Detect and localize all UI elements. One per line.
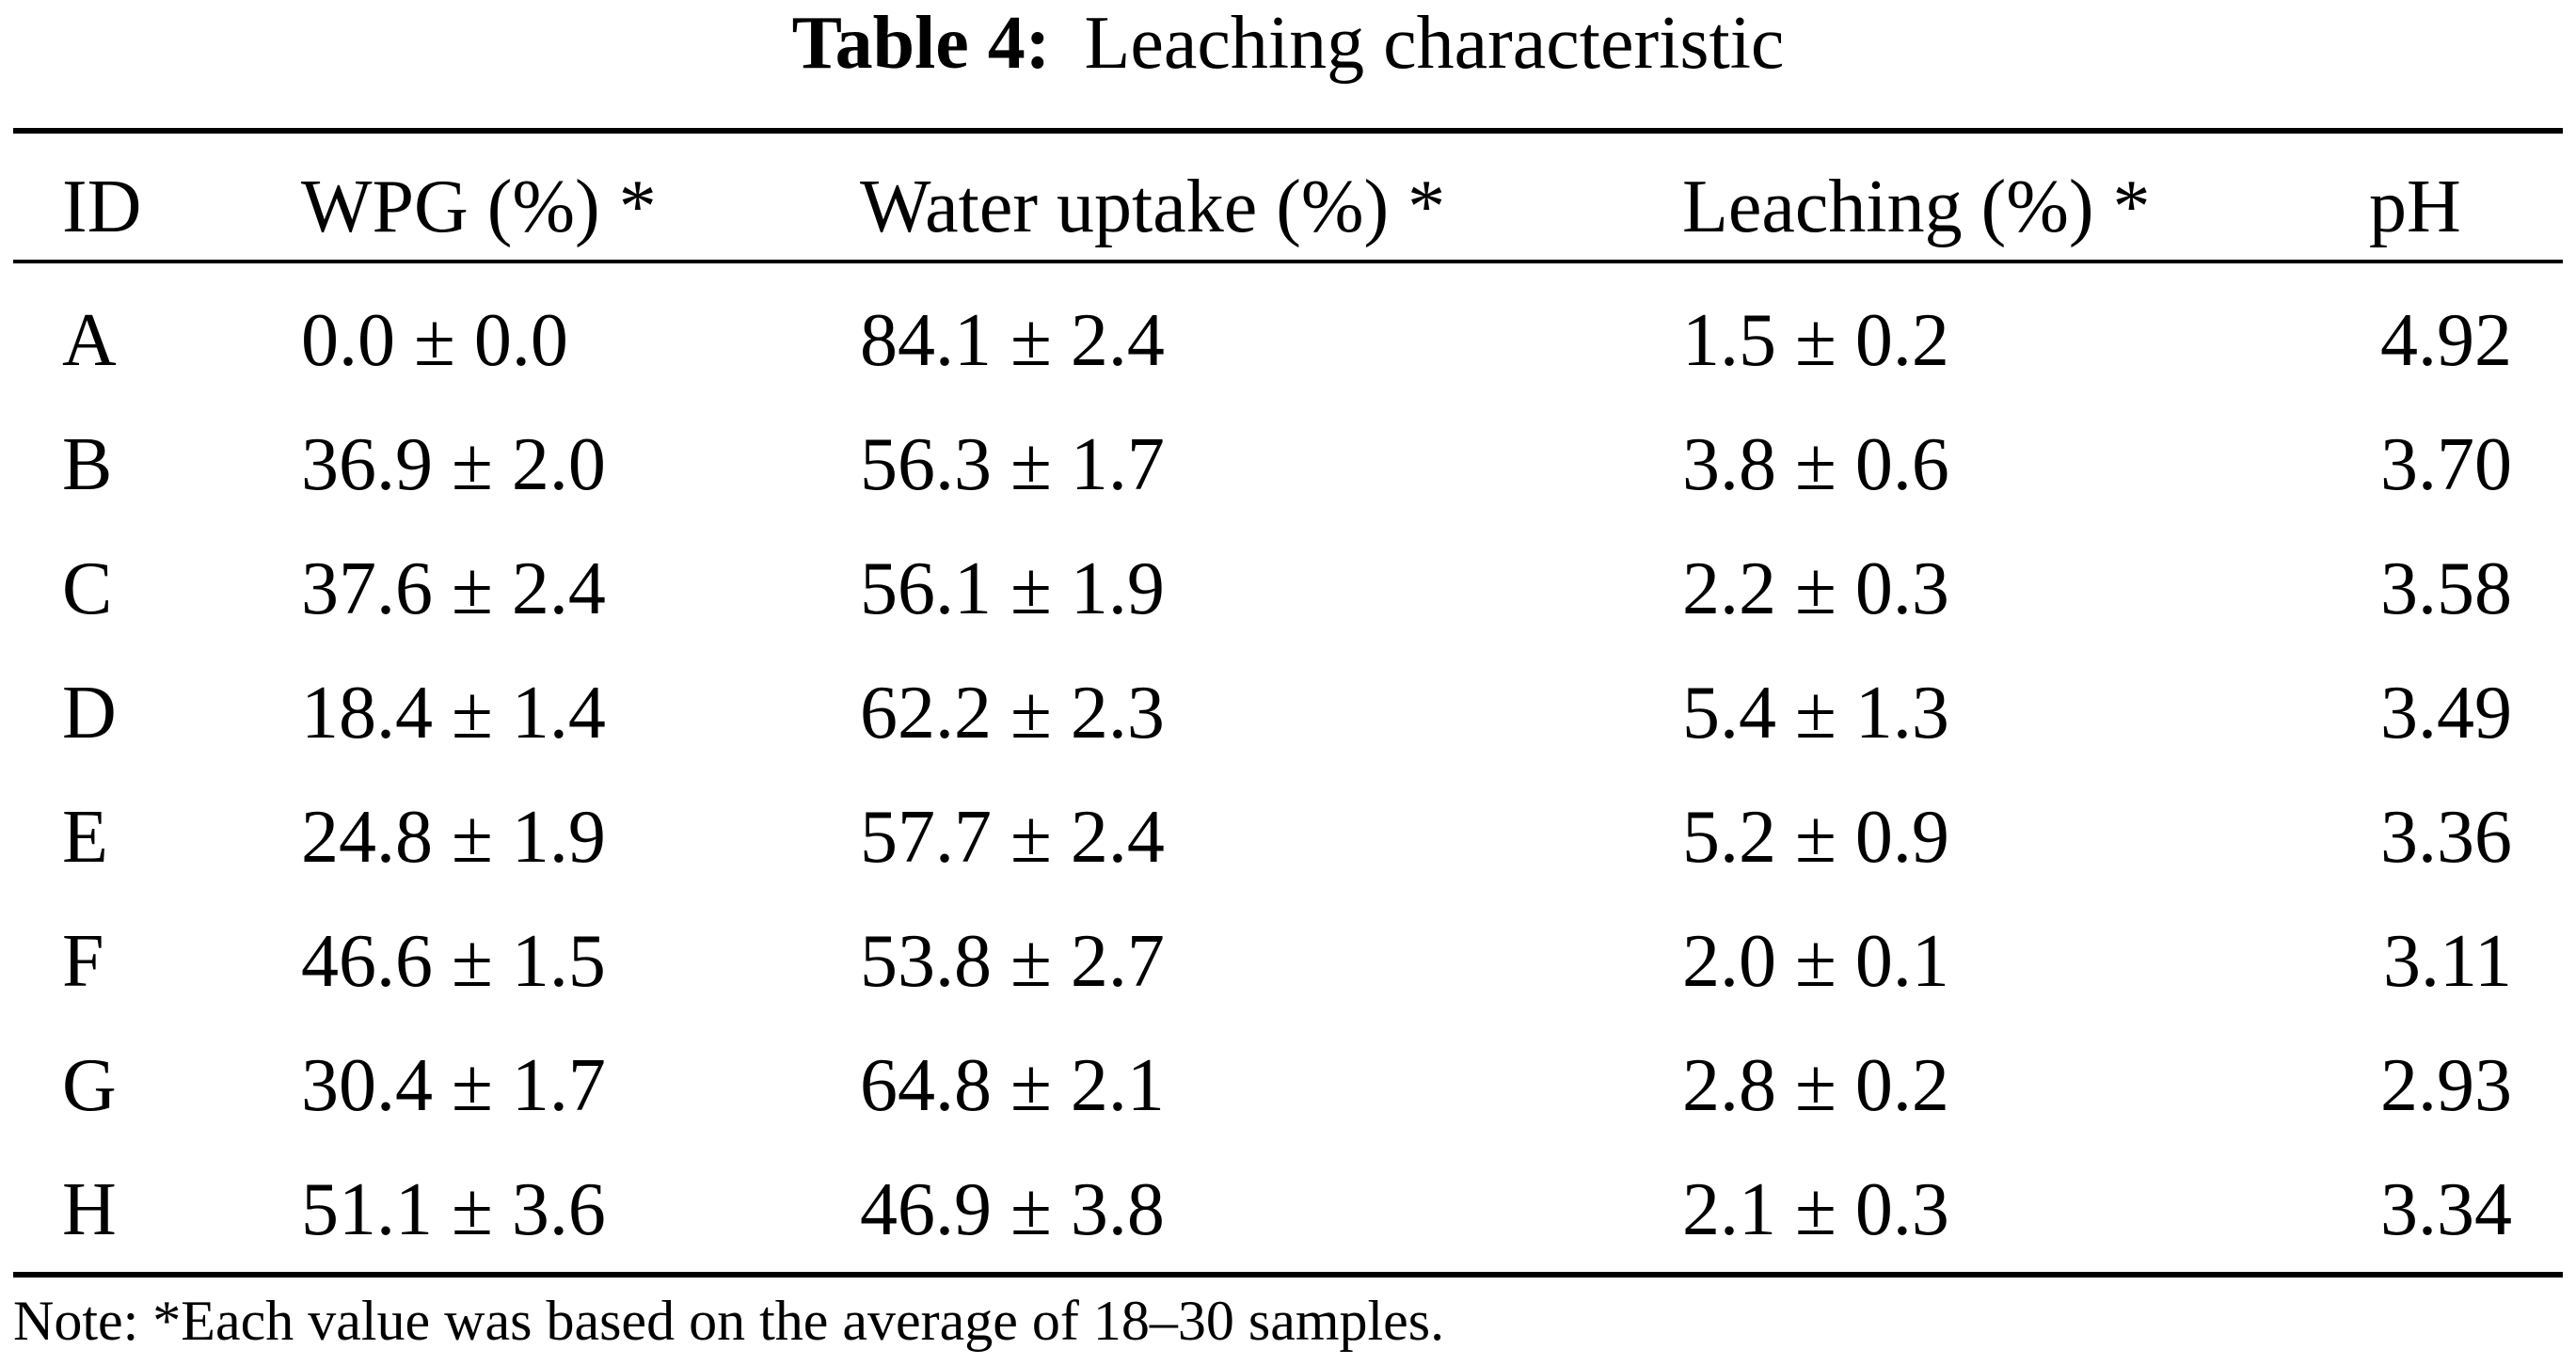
cell-leaching: 2.8 ± 0.2: [1682, 1044, 1949, 1127]
column-header-ph: pH: [2369, 166, 2461, 248]
cell-wpg: 51.1 ± 3.6: [301, 1168, 606, 1251]
cell-ph: 3.58: [2380, 548, 2512, 630]
table-header-row: ID WPG (%) * Water uptake (%) * Leaching…: [0, 145, 2576, 269]
cell-id: G: [62, 1044, 117, 1127]
cell-leaching: 5.2 ± 0.9: [1682, 796, 1949, 879]
column-header-leaching: Leaching (%) *: [1682, 166, 2151, 248]
table-row: A 0.0 ± 0.0 84.1 ± 2.4 1.5 ± 0.2 4.92: [0, 278, 2576, 403]
cell-wpg: 18.4 ± 1.4: [301, 672, 606, 754]
cell-wpg: 24.8 ± 1.9: [301, 796, 606, 879]
top-rule: [13, 128, 2563, 134]
cell-water-uptake: 62.2 ± 2.3: [860, 672, 1165, 754]
column-header-wpg: WPG (%) *: [301, 166, 657, 248]
column-header-water-uptake: Water uptake (%) *: [860, 166, 1446, 248]
cell-id: D: [62, 672, 117, 754]
table-row: D 18.4 ± 1.4 62.2 ± 2.3 5.4 ± 1.3 3.49: [0, 651, 2576, 775]
cell-water-uptake: 64.8 ± 2.1: [860, 1044, 1165, 1127]
cell-water-uptake: 84.1 ± 2.4: [860, 299, 1165, 382]
cell-wpg: 36.9 ± 2.0: [301, 423, 606, 506]
table-row: B 36.9 ± 2.0 56.3 ± 1.7 3.8 ± 0.6 3.70: [0, 403, 2576, 527]
cell-ph: 4.92: [2380, 299, 2512, 382]
cell-wpg: 37.6 ± 2.4: [301, 548, 606, 630]
cell-leaching: 1.5 ± 0.2: [1682, 299, 1949, 382]
cell-ph: 3.70: [2380, 423, 2512, 506]
cell-leaching: 2.1 ± 0.3: [1682, 1168, 1949, 1251]
cell-id: C: [62, 548, 113, 630]
header-rule: [13, 260, 2563, 263]
cell-water-uptake: 57.7 ± 2.4: [860, 796, 1165, 879]
table-footnote: Note: *Each value was based on the avera…: [13, 1290, 1445, 1352]
cell-ph: 3.34: [2380, 1168, 2512, 1251]
cell-id: H: [62, 1168, 117, 1251]
cell-leaching: 2.2 ± 0.3: [1682, 548, 1949, 630]
cell-water-uptake: 53.8 ± 2.7: [860, 920, 1165, 1003]
column-header-id: ID: [62, 166, 142, 248]
cell-ph: 3.36: [2380, 796, 2512, 879]
bottom-rule: [13, 1272, 2563, 1278]
cell-id: A: [62, 299, 117, 382]
cell-leaching: 3.8 ± 0.6: [1682, 423, 1949, 506]
table-row: E 24.8 ± 1.9 57.7 ± 2.4 5.2 ± 0.9 3.36: [0, 775, 2576, 899]
table-title-text: Leaching characteristic: [1084, 2, 1785, 85]
cell-water-uptake: 56.1 ± 1.9: [860, 548, 1165, 630]
cell-wpg: 46.6 ± 1.5: [301, 920, 606, 1003]
table-row: F 46.6 ± 1.5 53.8 ± 2.7 2.0 ± 0.1 3.11: [0, 899, 2576, 1024]
cell-id: E: [62, 796, 108, 879]
cell-water-uptake: 46.9 ± 3.8: [860, 1168, 1165, 1251]
table-row: G 30.4 ± 1.7 64.8 ± 2.1 2.8 ± 0.2 2.93: [0, 1024, 2576, 1148]
cell-ph: 3.11: [2382, 920, 2512, 1003]
cell-ph: 2.93: [2380, 1044, 2512, 1127]
cell-id: F: [62, 920, 104, 1003]
cell-leaching: 5.4 ± 1.3: [1682, 672, 1949, 754]
cell-water-uptake: 56.3 ± 1.7: [860, 423, 1165, 506]
cell-leaching: 2.0 ± 0.1: [1682, 920, 1949, 1003]
cell-wpg: 0.0 ± 0.0: [301, 299, 568, 382]
table-row: H 51.1 ± 3.6 46.9 ± 3.8 2.1 ± 0.3 3.34: [0, 1148, 2576, 1272]
table-row: C 37.6 ± 2.4 56.1 ± 1.9 2.2 ± 0.3 3.58: [0, 527, 2576, 651]
cell-ph: 3.49: [2380, 672, 2512, 754]
cell-id: B: [62, 423, 113, 506]
table-title: Table 4: Leaching characteristic: [0, 0, 2576, 87]
table-title-label: Table 4:: [791, 2, 1051, 85]
cell-wpg: 30.4 ± 1.7: [301, 1044, 606, 1127]
